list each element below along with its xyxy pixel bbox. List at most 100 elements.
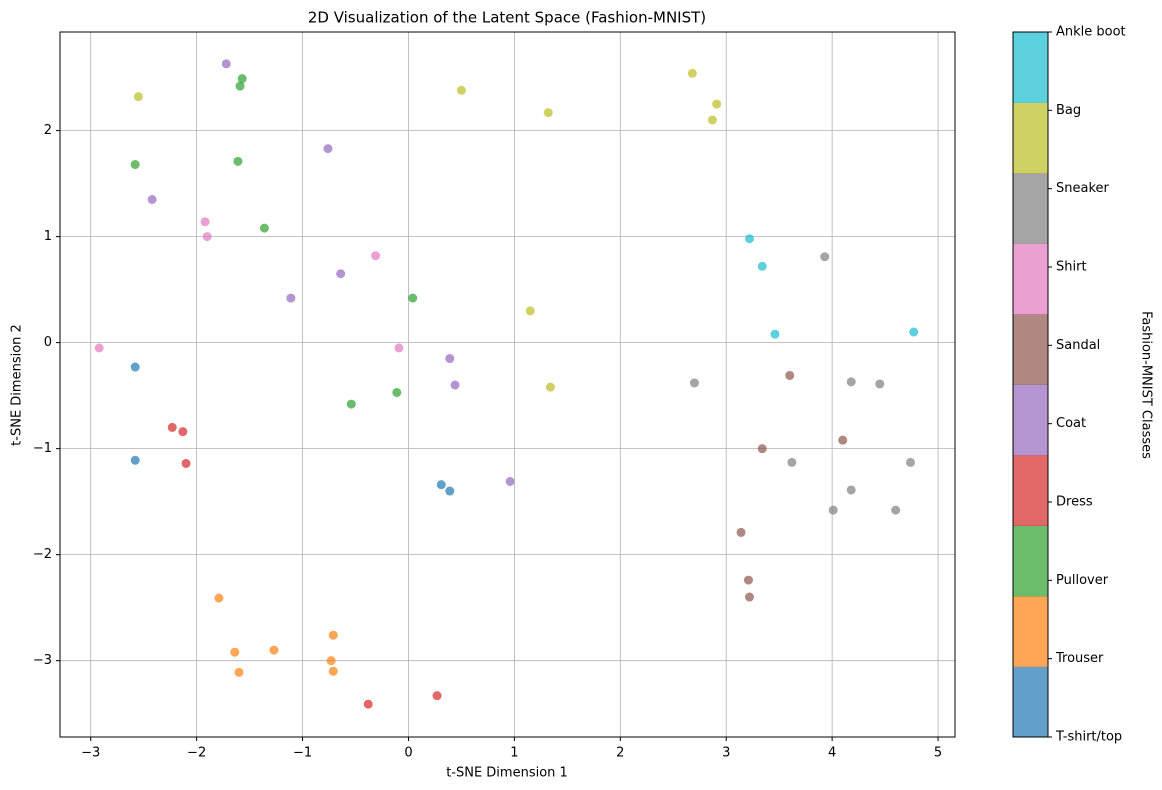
scatter-point xyxy=(787,457,797,467)
x-tick-label: 5 xyxy=(934,746,942,761)
x-axis-label: t-SNE Dimension 1 xyxy=(446,766,568,781)
colorbar-segment xyxy=(1013,596,1048,667)
scatter-point xyxy=(743,575,753,585)
scatter-point xyxy=(200,217,210,227)
y-tick-label: −1 xyxy=(33,441,52,456)
scatter-point xyxy=(846,377,856,387)
scatter-point xyxy=(394,343,404,353)
scatter-point xyxy=(234,667,244,677)
scatter-point xyxy=(707,115,717,125)
scatter-point xyxy=(432,691,442,701)
scatter-point xyxy=(167,422,177,432)
scatter-point xyxy=(286,293,296,303)
scatter-point xyxy=(336,269,346,279)
colorbar-tick-label: Dress xyxy=(1056,495,1093,510)
y-axis-label: t-SNE Dimension 2 xyxy=(10,324,25,446)
scatter-point xyxy=(785,370,795,380)
scatter-point xyxy=(757,261,767,271)
x-tick-label: 1 xyxy=(510,746,518,761)
y-tick-label: 1 xyxy=(44,229,52,244)
scatter-point xyxy=(133,92,143,102)
scatter-point xyxy=(687,68,697,78)
colorbar-tick-label: Sandal xyxy=(1056,338,1100,353)
colorbar-segment xyxy=(1013,384,1048,456)
colorbar-tick-label: Ankle boot xyxy=(1056,25,1126,40)
scatter-point xyxy=(233,156,243,166)
colorbar-segment xyxy=(1013,173,1048,244)
scatter-point xyxy=(689,378,699,388)
chart-title: 2D Visualization of the Latent Space (Fa… xyxy=(308,9,706,27)
scatter-point xyxy=(408,293,418,303)
scatter-point xyxy=(181,458,191,468)
scatter-point xyxy=(736,527,746,537)
scatter-point xyxy=(328,630,338,640)
x-tick-label: 4 xyxy=(828,746,836,761)
scatter-point xyxy=(456,85,466,95)
scatter-point xyxy=(371,251,381,261)
x-tick-label: 0 xyxy=(404,746,412,761)
colorbar-label: Fashion-MNIST Classes xyxy=(1139,311,1154,459)
scatter-point xyxy=(326,656,336,666)
colorbar-segment xyxy=(1013,455,1048,526)
scatter-point xyxy=(770,329,780,339)
scatter-point xyxy=(838,435,848,445)
scatter-point xyxy=(214,593,224,603)
scatter-point xyxy=(828,505,838,515)
scatter-point xyxy=(820,252,830,262)
x-tick-label: 3 xyxy=(722,746,730,761)
scatter-point xyxy=(346,399,356,409)
colorbar-segment xyxy=(1013,243,1048,315)
colorbar-segment xyxy=(1013,32,1048,103)
colorbar-tick-label: Pullover xyxy=(1056,573,1109,588)
scatter-point xyxy=(543,108,553,118)
scatter-point xyxy=(230,647,240,657)
colorbar-segment xyxy=(1013,666,1048,738)
colorbar-tick-label: Coat xyxy=(1056,416,1086,431)
scatter-point xyxy=(445,486,455,496)
scatter-point xyxy=(712,99,722,109)
scatter-point xyxy=(363,699,373,709)
colorbar-tick-label: Sneaker xyxy=(1056,181,1110,196)
scatter-point xyxy=(392,387,402,397)
scatter-point xyxy=(269,645,279,655)
scatter-point xyxy=(147,195,157,205)
scatter-point xyxy=(130,160,140,170)
scatter-point xyxy=(328,666,338,676)
x-tick-label: −3 xyxy=(81,746,100,761)
scatter-point xyxy=(906,457,916,467)
colorbar-segment xyxy=(1013,314,1048,385)
scatter-point xyxy=(130,362,140,372)
colorbar-frame xyxy=(1012,31,1049,738)
scatter-point xyxy=(505,477,515,487)
scatter-point xyxy=(545,382,555,392)
scatter-point xyxy=(450,380,460,390)
scatter-point xyxy=(909,327,919,337)
scatter-point xyxy=(235,81,245,91)
scatter-point xyxy=(891,505,901,515)
scatter-point xyxy=(130,455,140,465)
y-tick-label: 0 xyxy=(44,335,52,350)
plot-frame xyxy=(59,31,956,738)
y-tick-label: −3 xyxy=(33,653,52,668)
scatter-point xyxy=(237,74,247,84)
scatter-point xyxy=(846,485,856,495)
y-tick-label: −2 xyxy=(33,547,52,562)
colorbar-segment xyxy=(1013,525,1048,597)
colorbar-tick-label: Bag xyxy=(1056,103,1081,118)
x-tick-label: −2 xyxy=(187,746,206,761)
scatter-point xyxy=(259,223,269,233)
scatter-point xyxy=(745,592,755,602)
scatter-point xyxy=(436,480,446,490)
scatter-point xyxy=(745,234,755,244)
scatter-point xyxy=(875,379,885,389)
scatter-point xyxy=(445,354,455,364)
colorbar-tick-label: T-shirt/top xyxy=(1055,730,1122,745)
scatter-point xyxy=(525,306,535,316)
scatter-point xyxy=(178,427,188,437)
scatter-point xyxy=(94,343,104,353)
colorbar-segment xyxy=(1013,102,1048,174)
scatter-point xyxy=(757,444,767,454)
scatter-point xyxy=(202,232,212,242)
scatter-point xyxy=(221,59,231,69)
